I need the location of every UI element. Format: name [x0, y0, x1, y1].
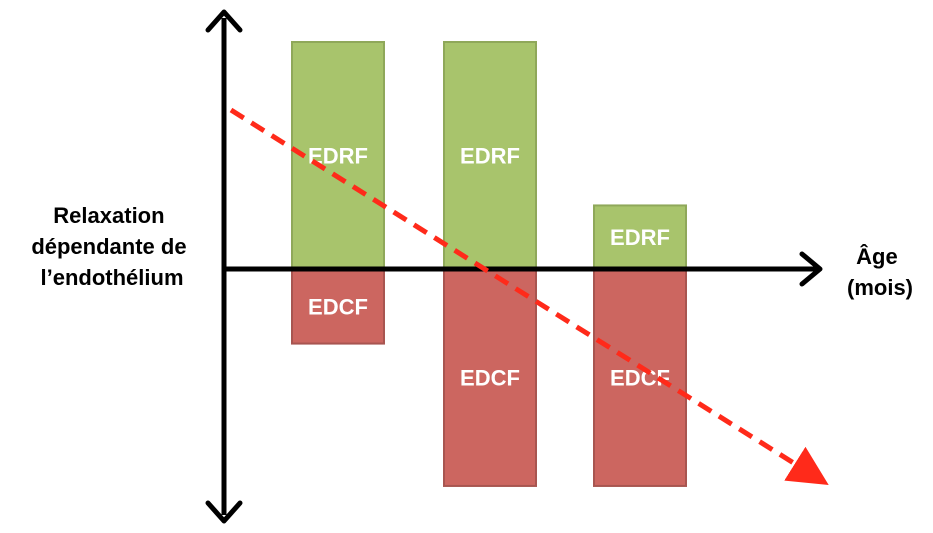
edcf-bar-3	[593, 268, 687, 487]
y-axis-label: Relaxation dépendante de l’endothélium	[31, 203, 192, 290]
edrf-label-2: EDRF	[460, 144, 520, 169]
y-axis-arrow-down	[205, 500, 243, 524]
y-axis-label-line-1: Relaxation	[53, 203, 164, 228]
x-axis-arrow	[799, 251, 823, 287]
edcf-label-1: EDCF	[308, 294, 368, 319]
y-axis-arrow-up	[205, 9, 243, 33]
decline-trend-line	[229, 107, 829, 485]
y-axis-label-line-2: dépendante de	[31, 234, 186, 259]
edrf-bar-3	[593, 204, 687, 271]
x-axis-label: Âge (mois)	[847, 244, 913, 300]
edcf-bar-2	[443, 268, 537, 487]
x-axis	[222, 251, 823, 287]
x-axis-label-line-2: (mois)	[847, 275, 913, 300]
edrf-label-3: EDRF	[610, 225, 670, 250]
edrf-bar-2	[443, 41, 537, 270]
edrf-bar-1	[291, 41, 385, 270]
edcf-label-2: EDCF	[460, 365, 520, 390]
y-axis-label-line-3: l’endothélium	[41, 265, 184, 290]
edcf-bar-1	[291, 268, 385, 345]
x-axis-label-line-1: Âge	[856, 244, 898, 269]
